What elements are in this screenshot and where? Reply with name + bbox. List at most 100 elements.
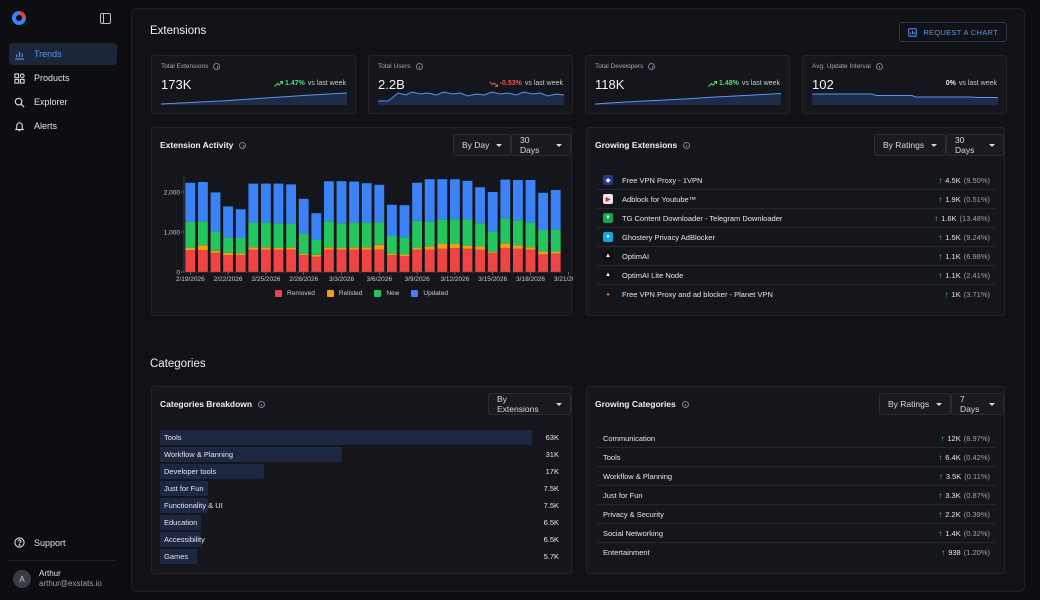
sidebar-item-alerts[interactable]: Alerts: [9, 115, 117, 137]
value-text: 4.5K: [945, 175, 961, 185]
bar-new-segment: [336, 223, 347, 248]
user-profile[interactable]: A Arthur arthur@exstats.io: [13, 569, 102, 589]
app-logo[interactable]: [12, 11, 26, 25]
bar-removed-segment: [248, 249, 259, 272]
list-item[interactable]: ▶ Adblock for Youtube™ ↑ 1.9K (0.51%): [597, 190, 996, 209]
list-item[interactable]: ● Free VPN Proxy and ad blocker - Planet …: [597, 285, 996, 304]
bar-removed-segment: [399, 256, 410, 272]
sidebar: Trends Products Explorer Alerts Support …: [0, 0, 124, 600]
list-item[interactable]: Developer tools 17K: [160, 463, 559, 480]
list-item[interactable]: ▲ OptimAI Lite Node ↑ 1.1K (2.41%): [597, 266, 996, 285]
list-item[interactable]: ◆ Free VPN Proxy - 1VPN ↑ 4.5K (9.50%): [597, 171, 996, 190]
info-icon[interactable]: [239, 141, 247, 149]
trend-up-icon: [274, 80, 284, 87]
support-link[interactable]: Support: [14, 537, 66, 548]
list-item[interactable]: Workflow & Planning 31K: [160, 446, 559, 463]
value-text: 1.1K: [945, 270, 961, 280]
list-item[interactable]: Workflow & Planning ↑ 3.5K (0.11%): [597, 467, 996, 486]
legend-item-relisted[interactable]: Relisted: [326, 290, 363, 297]
bar-new-segment: [223, 237, 234, 253]
bar-new-segment: [512, 220, 523, 246]
stat-value: 173K: [161, 77, 192, 92]
list-item[interactable]: Privacy & Security ↑ 2.2K (0.39%): [597, 505, 996, 524]
legend-item-updated[interactable]: Updated: [411, 290, 448, 297]
caret-down-icon: [931, 143, 938, 147]
sidebar-item-explorer[interactable]: Explorer: [9, 91, 117, 113]
list-item[interactable]: Entertainment ↑ 938 (1.20%): [597, 543, 996, 562]
bar-removed-segment: [449, 248, 460, 272]
arrow-up-icon: ↑: [938, 270, 943, 280]
list-item[interactable]: Education 6.5K: [160, 514, 559, 531]
sidebar-item-trends[interactable]: Trends: [9, 43, 117, 65]
sidebar-item-products[interactable]: Products: [9, 67, 117, 89]
list-item[interactable]: ▲ OptimAI ↑ 1.1K (6.98%): [597, 247, 996, 266]
range-dropdown[interactable]: 30 Days: [511, 134, 571, 156]
request-chart-button[interactable]: REQUEST A CHART: [899, 22, 1007, 42]
arrow-up-icon: ↑: [938, 509, 943, 519]
bar-removed-segment: [374, 249, 385, 272]
list-item[interactable]: Games 5.7K: [160, 548, 559, 565]
percent-text: (0.32%): [963, 528, 990, 538]
caret-down-icon: [989, 143, 995, 147]
legend-item-removed[interactable]: Removed: [275, 290, 315, 297]
legend-item-new[interactable]: New: [374, 290, 399, 297]
bar-relisted-segment: [437, 244, 448, 249]
percent-text: (0.42%): [963, 452, 990, 462]
bar-updated-segment: [323, 181, 334, 222]
bar-updated-segment: [210, 192, 221, 232]
bar-new-segment: [449, 219, 460, 244]
info-icon[interactable]: [258, 400, 266, 408]
list-item[interactable]: Tools ↑ 6.4K (0.42%): [597, 448, 996, 467]
bar-new-segment: [424, 221, 435, 247]
dropdown-value: By Day: [462, 140, 490, 150]
list-item-value: ↑ 1.4K (0.32%): [938, 529, 990, 538]
sidebar-toggle-icon[interactable]: [100, 13, 111, 24]
bar-relisted-segment: [210, 250, 221, 253]
stat-value: 102: [812, 77, 834, 92]
bar-new-segment: [210, 231, 221, 251]
info-icon[interactable]: [415, 63, 423, 70]
category-label: Tools: [164, 433, 182, 442]
list-item[interactable]: Tools 63K: [160, 429, 559, 446]
x-tick-label: 3/21/2026: [554, 276, 573, 283]
bar-updated-segment: [260, 183, 271, 223]
range-dropdown[interactable]: 30 Days: [946, 134, 1004, 156]
list-item-value: ↑ 938 (1.20%): [941, 548, 990, 557]
category-label: Workflow & Planning: [164, 450, 234, 459]
info-icon[interactable]: [648, 63, 656, 70]
list-item[interactable]: ▼ TG Content Downloader - Telegram Downlo…: [597, 209, 996, 228]
dropdown-value: 30 Days: [955, 135, 975, 155]
list-item[interactable]: Just for Fun 7.5K: [160, 480, 559, 497]
list-item-name: Workflow & Planning: [603, 471, 673, 481]
sort-dropdown[interactable]: By Extensions: [488, 393, 571, 415]
stat-delta-suffix: vs last week: [524, 80, 563, 87]
bar-new-segment: [475, 223, 486, 247]
percent-text: (13.48%): [959, 213, 990, 223]
list-item[interactable]: Social Networking ↑ 1.4K (0.32%): [597, 524, 996, 543]
range-dropdown[interactable]: 7 Days: [951, 393, 1004, 415]
sort-dropdown[interactable]: By Ratings: [874, 134, 947, 156]
info-icon[interactable]: [681, 400, 689, 408]
bar-new-segment: [386, 236, 397, 254]
info-icon[interactable]: [683, 141, 691, 149]
legend-label: Removed: [287, 290, 315, 297]
list-item[interactable]: Just for Fun ↑ 3.3K (0.87%): [597, 486, 996, 505]
list-item[interactable]: Functionality & UI 7.5K: [160, 497, 559, 514]
sidebar-item-label: Explorer: [34, 97, 68, 107]
growing-categories-list: Communication ↑ 12K (8.97%) Tools ↑ 6.4K (0.42…: [597, 429, 996, 562]
legend-label: Relisted: [338, 290, 363, 297]
shield-icon: ◆: [603, 175, 613, 185]
bar-updated-segment: [223, 206, 234, 238]
list-item[interactable]: Communication ↑ 12K (8.97%): [597, 429, 996, 448]
bar-removed-segment: [386, 255, 397, 272]
granularity-dropdown[interactable]: By Day: [453, 134, 512, 156]
list-item-name: Just for Fun: [603, 490, 643, 500]
info-icon[interactable]: [875, 63, 883, 70]
list-item[interactable]: ● Ghostery Privacy AdBlocker ↑ 1.5K (9.24%): [597, 228, 996, 247]
info-icon[interactable]: [213, 63, 221, 70]
bar-new-segment: [197, 221, 208, 246]
sort-dropdown[interactable]: By Ratings: [879, 393, 952, 415]
stat-delta: 1.47% vs last week: [274, 80, 346, 87]
bar-new-segment: [538, 230, 549, 252]
list-item[interactable]: Accessibility 6.5K: [160, 531, 559, 548]
